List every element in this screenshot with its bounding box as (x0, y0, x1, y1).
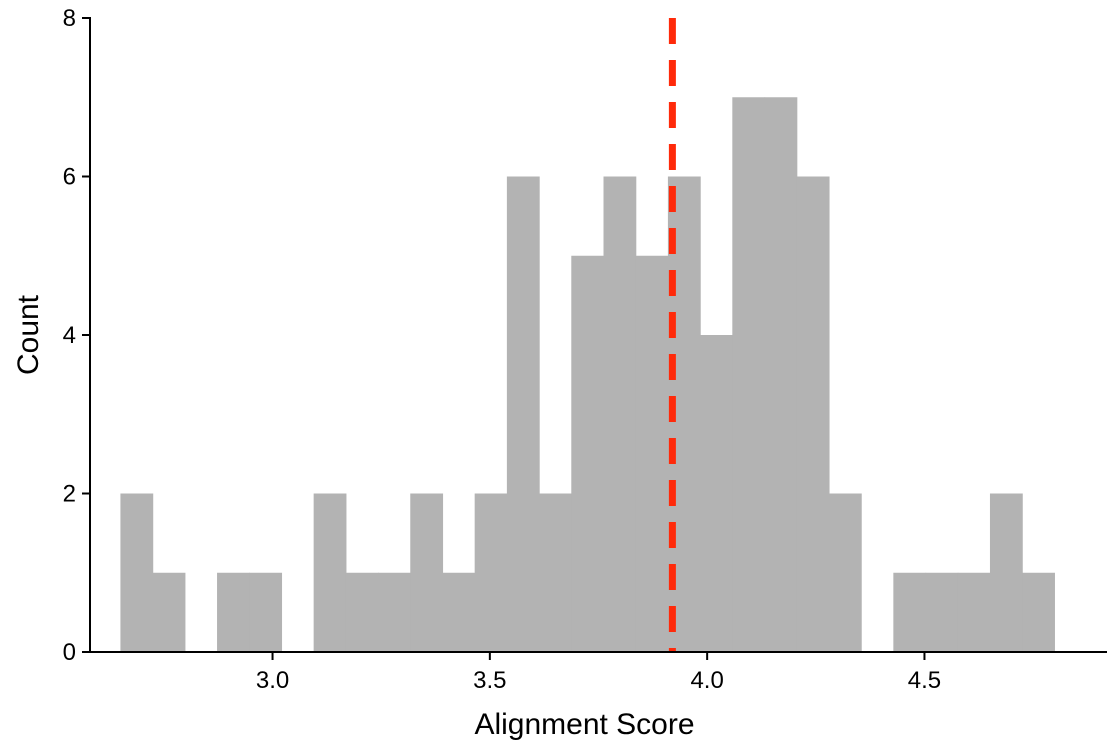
histogram-bar (120, 493, 154, 652)
histogram-bar (410, 493, 444, 652)
histogram-bar (442, 572, 476, 652)
histogram-bar (571, 255, 605, 652)
x-axis-label: Alignment Score (474, 708, 694, 741)
y-tick-label: 4 (63, 322, 76, 349)
x-axis-ticks: 3.0 3.5 4.0 4.5 (256, 652, 941, 694)
histogram-bar (957, 572, 991, 652)
y-tick-label: 0 (63, 639, 76, 666)
histogram-bar (506, 176, 540, 652)
histogram-bar (345, 572, 379, 652)
histogram-bar (474, 493, 508, 652)
histogram-bar (700, 335, 733, 652)
y-tick-label: 6 (63, 164, 76, 191)
histogram-bar (152, 572, 186, 652)
histogram-bar (796, 176, 830, 652)
histogram-bar (635, 255, 669, 652)
x-tick-label: 4.5 (908, 667, 941, 694)
histogram-bar (249, 572, 283, 652)
y-axis-ticks: 0 2 4 6 8 (63, 5, 90, 666)
histogram-bar (378, 572, 411, 652)
histogram-bars (120, 97, 1055, 652)
histogram-bar (313, 493, 347, 652)
histogram-bar (893, 572, 927, 652)
y-axis-label: Count (12, 294, 45, 375)
histogram-bar (764, 97, 798, 652)
histogram-bar (1022, 572, 1055, 652)
x-tick-label: 3.5 (473, 667, 506, 694)
x-tick-label: 3.0 (256, 667, 289, 694)
histogram-bar (603, 176, 637, 652)
histogram-bar (828, 493, 862, 652)
histogram-bar (989, 493, 1023, 652)
x-tick-label: 4.0 (690, 667, 723, 694)
histogram-bar (217, 572, 250, 652)
histogram-bar (732, 97, 766, 652)
histogram-bar (925, 572, 959, 652)
y-tick-label: 2 (63, 481, 76, 508)
y-tick-label: 8 (63, 5, 76, 32)
histogram-bar (539, 493, 572, 652)
